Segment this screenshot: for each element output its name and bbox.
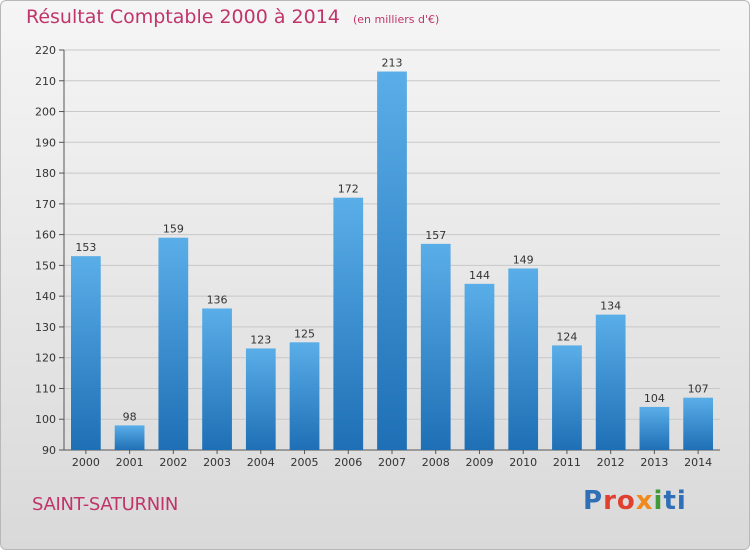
data-label: 123 — [250, 333, 271, 346]
y-tick-label: 150 — [35, 259, 56, 272]
logo-part: ti — [663, 486, 687, 516]
y-tick-label: 200 — [35, 106, 56, 119]
y-tick-label: 210 — [35, 75, 56, 88]
data-label: 124 — [556, 330, 577, 343]
x-tick-label: 2005 — [291, 456, 319, 469]
data-label: 104 — [644, 392, 665, 405]
data-label: 172 — [338, 183, 359, 196]
data-label: 125 — [294, 327, 315, 340]
data-label: 159 — [163, 223, 184, 236]
bar — [639, 406, 670, 450]
y-tick-label: 120 — [35, 352, 56, 365]
bar — [202, 308, 232, 450]
y-tick-label: 170 — [35, 198, 56, 211]
bar — [464, 283, 495, 450]
y-tick-label: 140 — [35, 290, 56, 303]
data-label: 144 — [469, 269, 490, 282]
y-tick-label: 130 — [35, 321, 56, 334]
y-tick-label: 90 — [42, 444, 56, 457]
bar — [420, 243, 451, 450]
y-tick-label: 110 — [35, 382, 56, 395]
bar — [595, 314, 626, 450]
proxiti-logo[interactable]: Proxiti — [583, 486, 687, 516]
x-tick-label: 2001 — [116, 456, 144, 469]
x-tick-label: 2003 — [203, 456, 231, 469]
chart-subtitle: (en milliers d'€) — [352, 13, 440, 26]
x-tick-label: 2000 — [72, 456, 100, 469]
logo-part: ro — [603, 486, 636, 516]
bar — [377, 71, 407, 451]
chart-title-block: Résultat Comptable 2000 à 2014 (en milli… — [26, 6, 439, 28]
bar — [114, 425, 145, 450]
x-tick-label: 2009 — [465, 456, 493, 469]
bar — [508, 268, 539, 450]
bar — [70, 256, 101, 450]
data-label: 136 — [207, 293, 228, 306]
logo-part: i — [653, 486, 664, 516]
x-tick-label: 2004 — [247, 456, 275, 469]
data-label: 134 — [600, 300, 621, 313]
data-label: 213 — [382, 57, 403, 70]
logo-part: x — [635, 486, 654, 516]
data-label: 153 — [75, 241, 96, 254]
logo-part: P — [583, 486, 604, 516]
x-tick-label: 2002 — [159, 456, 187, 469]
x-tick-label: 2012 — [597, 456, 625, 469]
data-label: 107 — [688, 383, 709, 396]
x-tick-label: 2010 — [509, 456, 537, 469]
bar — [158, 237, 189, 450]
bar — [333, 197, 364, 450]
y-tick-label: 180 — [35, 167, 56, 180]
data-label: 98 — [123, 410, 137, 423]
bar — [289, 342, 320, 450]
bar — [245, 348, 276, 450]
x-tick-label: 2006 — [334, 456, 362, 469]
y-tick-label: 160 — [35, 229, 56, 242]
bar — [683, 397, 714, 450]
y-tick-label: 100 — [35, 413, 56, 426]
chart-title: Résultat Comptable 2000 à 2014 — [26, 6, 340, 28]
x-tick-label: 2014 — [684, 456, 712, 469]
y-tick-label: 220 — [35, 44, 56, 57]
data-label: 149 — [513, 253, 534, 266]
x-tick-label: 2007 — [378, 456, 406, 469]
data-label: 157 — [425, 229, 446, 242]
x-tick-label: 2011 — [553, 456, 581, 469]
bar — [552, 345, 582, 450]
x-tick-label: 2008 — [422, 456, 450, 469]
commune-name: SAINT-SATURNIN — [32, 494, 179, 515]
x-tick-label: 2013 — [640, 456, 668, 469]
y-tick-label: 190 — [35, 136, 56, 149]
